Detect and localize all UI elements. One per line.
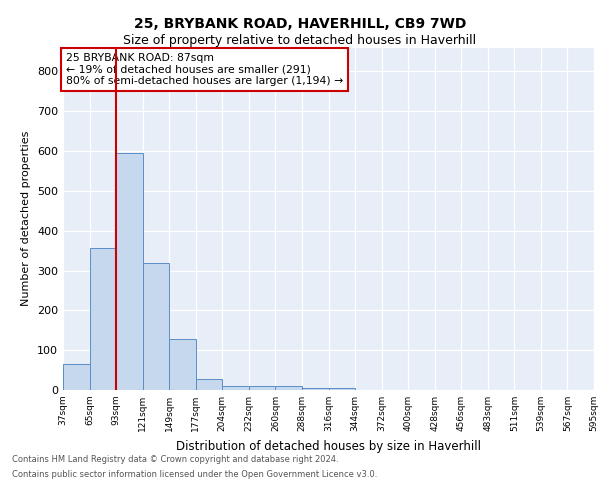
- Bar: [223, 386, 249, 390]
- Bar: [196, 379, 223, 390]
- Bar: [89, 248, 116, 390]
- Y-axis label: Number of detached properties: Number of detached properties: [22, 131, 31, 306]
- Bar: [249, 386, 275, 390]
- Text: Contains HM Land Registry data © Crown copyright and database right 2024.: Contains HM Land Registry data © Crown c…: [12, 455, 338, 464]
- Bar: [329, 388, 355, 390]
- Text: 25, BRYBANK ROAD, HAVERHILL, CB9 7WD: 25, BRYBANK ROAD, HAVERHILL, CB9 7WD: [134, 18, 466, 32]
- X-axis label: Distribution of detached houses by size in Haverhill: Distribution of detached houses by size …: [176, 440, 481, 452]
- Bar: [275, 386, 302, 390]
- Bar: [63, 364, 89, 390]
- Text: Contains public sector information licensed under the Open Government Licence v3: Contains public sector information licen…: [12, 470, 377, 479]
- Bar: [302, 388, 329, 390]
- Bar: [169, 339, 196, 390]
- Bar: [143, 264, 169, 390]
- Bar: [116, 152, 143, 390]
- Text: Size of property relative to detached houses in Haverhill: Size of property relative to detached ho…: [124, 34, 476, 47]
- Text: 25 BRYBANK ROAD: 87sqm
← 19% of detached houses are smaller (291)
80% of semi-de: 25 BRYBANK ROAD: 87sqm ← 19% of detached…: [65, 52, 343, 86]
